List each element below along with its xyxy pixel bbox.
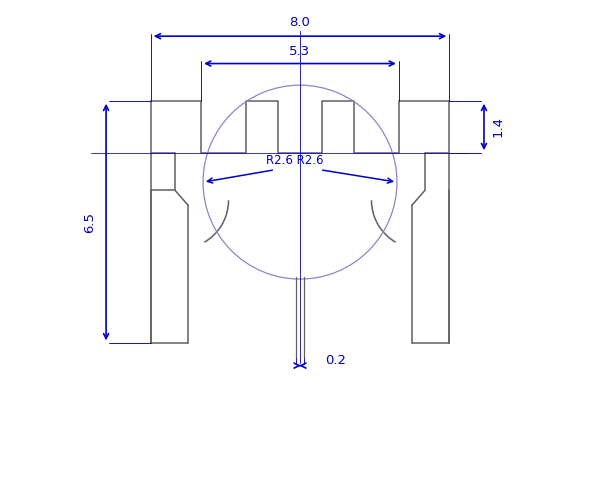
Text: 6.5: 6.5 [83,212,96,233]
Text: 1.4: 1.4 [491,116,505,138]
Text: 0.2: 0.2 [325,354,346,367]
Text: 5.3: 5.3 [289,44,311,58]
Text: 8.0: 8.0 [290,16,310,28]
Text: R2.6 R2.6: R2.6 R2.6 [266,154,324,167]
